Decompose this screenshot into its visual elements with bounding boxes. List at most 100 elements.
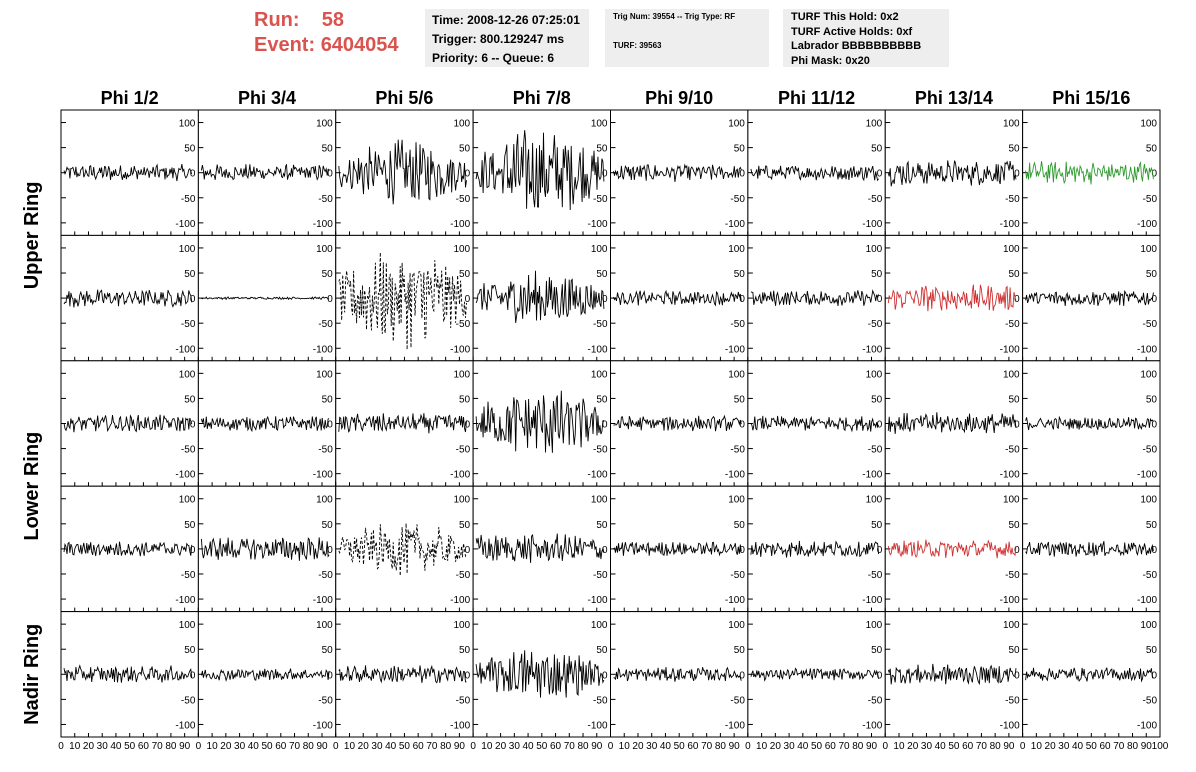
xtick-label-7-3: 30 [1058,741,1070,752]
ytick-label-3-0-3: -50 [181,570,196,581]
run-label: Run: [254,9,300,31]
ytick-label-3-0-4: -100 [175,595,195,606]
ytick-label-3-0-2: 0 [190,545,196,556]
waveform-trace-3-4 [613,541,742,557]
ytick-label-3-1-2: 0 [327,545,333,556]
ytick-label-1-5-2: 0 [877,294,883,305]
xtick-label-2-6: 60 [413,741,425,752]
ytick-label-4-1-1: 50 [322,645,334,656]
ytick-label-0-1-2: 0 [327,169,333,180]
xtick-label-1-8: 80 [303,741,315,752]
column-header-3: Phi 7/8 [513,88,571,108]
ytick-label-0-0-2: 0 [190,169,196,180]
xtick-label-2-2: 20 [358,741,370,752]
ytick-label-2-5-3: -50 [868,445,883,456]
ytick-label-3-4-1: 50 [734,520,746,531]
xtick-label-6-7: 70 [976,741,988,752]
ytick-label-3-7-0: 100 [1140,495,1157,506]
row-label-1: Lower Ring [21,432,43,541]
ytick-label-3-2-0: 100 [453,495,470,506]
xtick-label-4-4: 40 [660,741,672,752]
column-header-0: Phi 1/2 [101,88,159,108]
waveform-trace-0-2 [338,139,467,205]
ytick-label-4-5-3: -50 [868,695,883,706]
time-text: Time: 2008-12-26 07:25:01 [432,13,580,27]
waveform-trace-2-2 [338,413,467,434]
column-header-6: Phi 13/14 [915,88,993,108]
ytick-label-4-3-4: -100 [587,720,607,731]
xtick-label-5-8: 80 [852,741,864,752]
ytick-label-0-2-1: 50 [459,144,471,155]
ytick-label-3-3-1: 50 [596,520,608,531]
waveform-trace-2-7 [1025,415,1154,431]
xtick-label-7-2: 20 [1045,741,1057,752]
waveform-trace-0-3 [475,130,605,211]
xtick-label-4-0: 0 [608,741,614,752]
ytick-label-2-6-1: 50 [1009,394,1021,405]
ytick-label-4-3-1: 50 [596,645,608,656]
xtick-label-5-5: 50 [811,741,823,752]
xtick-label-3-1: 10 [481,741,493,752]
xtick-label-3-4: 40 [523,741,535,752]
ytick-label-1-2-1: 50 [459,269,471,280]
ytick-label-4-0-2: 0 [190,670,196,681]
ytick-label-0-3-1: 50 [596,144,608,155]
xtick-label-3-2: 20 [495,741,507,752]
xtick-label-1-2: 20 [220,741,232,752]
ytick-label-1-5-0: 100 [866,244,883,255]
waveform-trace-4-7 [1025,667,1154,683]
ytick-label-1-7-1: 50 [1146,269,1158,280]
waveform-trace-1-1 [201,296,330,301]
xtick-label-3-5: 50 [536,741,548,752]
ytick-label-3-5-0: 100 [866,495,883,506]
ytick-label-1-1-3: -50 [318,319,333,330]
xtick-label-6-0: 0 [882,741,888,752]
xtick-label-0-9: 90 [179,741,191,752]
xtick-label-2-3: 30 [371,741,383,752]
ytick-label-3-5-2: 0 [877,545,883,556]
ytick-label-3-0-0: 100 [179,495,196,506]
ytick-label-2-5-0: 100 [866,369,883,380]
ytick-label-3-4-0: 100 [728,495,745,506]
waveform-trace-0-5 [750,165,879,182]
waveform-trace-4-2 [338,664,467,684]
ytick-label-2-6-4: -100 [1000,470,1020,481]
ytick-label-4-7-4: -100 [1137,720,1157,731]
ytick-label-4-3-3: -50 [593,695,608,706]
column-header-1: Phi 3/4 [238,88,296,108]
waveform-trace-3-2 [338,523,467,576]
ytick-label-4-6-4: -100 [1000,720,1020,731]
ytick-label-0-1-0: 100 [316,119,333,130]
ytick-label-0-6-0: 100 [1003,119,1020,130]
ytick-label-4-1-3: -50 [318,695,333,706]
ytick-label-3-1-0: 100 [316,495,333,506]
ytick-label-1-3-1: 50 [596,269,608,280]
ytick-label-1-7-0: 100 [1140,244,1157,255]
waveform-trace-4-4 [613,666,742,682]
panel-frame-0-1 [197,109,337,236]
xtick-label-7-4: 40 [1072,741,1084,752]
xtick-label-4-7: 70 [701,741,713,752]
ytick-label-4-1-0: 100 [316,620,333,631]
ytick-label-1-4-2: 0 [739,294,745,305]
xtick-label-1-0: 0 [196,741,202,752]
xtick-label-2-4: 40 [385,741,397,752]
ytick-label-3-1-4: -100 [313,595,333,606]
xtick-label-4-5: 50 [674,741,686,752]
time-info-box: Time: 2008-12-26 07:25:01 Trigger: 800.1… [425,9,589,67]
ytick-label-0-1-1: 50 [322,144,334,155]
waveform-trace-1-7 [1025,289,1154,306]
ytick-label-3-3-0: 100 [591,495,608,506]
waveform-trace-1-5 [750,289,880,307]
ytick-label-0-0-1: 50 [184,144,196,155]
ytick-label-3-6-0: 100 [1003,495,1020,506]
ytick-label-0-2-3: -50 [456,194,471,205]
column-header-4: Phi 9/10 [645,88,713,108]
xtick-label-7-5: 50 [1086,741,1098,752]
ytick-label-0-2-2: 0 [465,169,471,180]
waveform-trace-3-3 [475,533,605,563]
ytick-label-1-1-1: 50 [322,269,334,280]
xtick-label-5-4: 40 [797,741,809,752]
ytick-label-0-0-0: 100 [179,119,196,130]
ytick-label-3-5-3: -50 [868,570,883,581]
